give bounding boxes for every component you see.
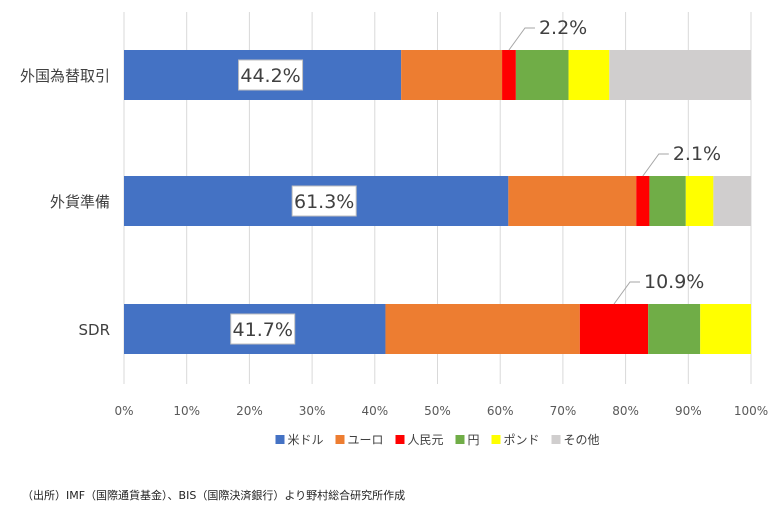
legend-layer: 米ドル ユーロ 人民元 円 ポンド その他 [275, 433, 600, 447]
legend-swatch [491, 435, 501, 444]
source-note: （出所）IMF（国際通貨基金）、BIS（国際決済銀行）より野村総合研究所作成 [22, 489, 406, 502]
x-tick-label: 50% [424, 404, 451, 418]
data-label: 2.1% [673, 143, 721, 165]
x-tick-label: 20% [236, 404, 263, 418]
legend-swatch [551, 435, 561, 444]
x-tick-label: 40% [361, 404, 388, 418]
bar-segment [649, 176, 686, 226]
bars-layer [124, 50, 751, 354]
x-tick-label: 70% [550, 404, 577, 418]
bar-segment [636, 176, 650, 226]
data-label: 44.2% [240, 65, 300, 87]
data-label-box [230, 313, 296, 345]
axis-layer: 0% 10% 20% 30% 40% 50% 60% 70% 80% 90% 100% 外国為替取引外… [20, 67, 768, 418]
bar-segment [502, 50, 516, 100]
x-tick-label: 30% [299, 404, 326, 418]
data-label: 10.9% [644, 271, 704, 293]
data-label: 61.3% [294, 191, 354, 213]
bar-segment [401, 50, 503, 100]
bar-segment [700, 304, 751, 354]
bar-segment [685, 176, 714, 226]
data-label-leader [613, 281, 641, 305]
legend-swatch [455, 435, 465, 444]
legend-swatch [395, 435, 405, 444]
bar-segment [515, 50, 569, 100]
x-tick-label: 100% [734, 404, 768, 418]
x-tick-label: 60% [487, 404, 514, 418]
bar-segment [385, 304, 580, 354]
bar-segment [713, 176, 751, 226]
legend-label: ポンド [504, 433, 540, 447]
category-label: 外貨準備 [50, 193, 110, 211]
legend-label: 円 [468, 433, 480, 447]
category-label: SDR [79, 321, 111, 339]
legend-label: ユーロ [348, 433, 384, 447]
labels-layer: 44.2% 61.3% 41.7% 2.2% 2.1% 10.9% [230, 17, 721, 345]
x-tick-label: 80% [612, 404, 639, 418]
legend-label: 人民元 [408, 433, 444, 447]
data-label-leader [508, 27, 535, 51]
bar-segment [508, 176, 637, 226]
legend-label: 米ドル [288, 433, 324, 447]
chart-svg: 44.2% 61.3% 41.7% 2.2% 2.1% 10.9% 0% 10% 20% 30%… [20, 12, 768, 447]
bar-segment [609, 50, 751, 100]
data-label-box [291, 185, 357, 217]
x-tick-label: 90% [675, 404, 702, 418]
legend-swatch [275, 435, 285, 444]
data-label-box [238, 59, 304, 91]
data-label: 2.2% [539, 17, 587, 39]
x-tick-label: 0% [114, 404, 133, 418]
data-label: 41.7% [233, 319, 293, 341]
bar-segment [579, 304, 649, 354]
legend-label: その他 [564, 433, 600, 447]
data-label-leader [642, 153, 669, 177]
x-tick-label: 10% [173, 404, 200, 418]
bar-segment [568, 50, 610, 100]
category-label: 外国為替取引 [20, 67, 110, 85]
bar-segment [648, 304, 701, 354]
legend-swatch [335, 435, 345, 444]
